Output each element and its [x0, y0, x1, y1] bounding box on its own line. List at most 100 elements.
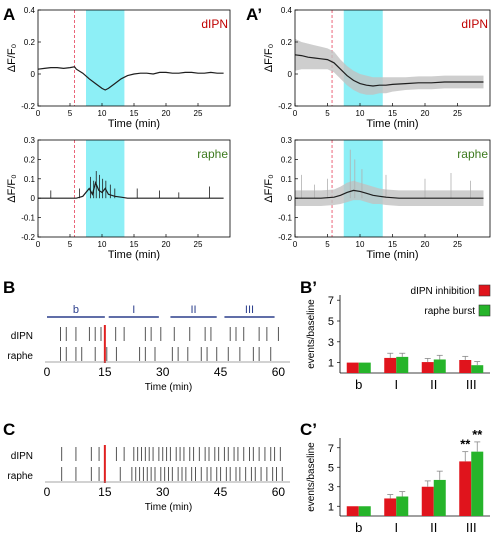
x-tick-label: 15 [388, 109, 397, 118]
raster-row-label: raphe [7, 351, 33, 362]
x-tick-label: 30 [156, 485, 170, 499]
category-label: II [430, 377, 437, 392]
raster-row-label: raphe [7, 471, 33, 482]
bar [384, 357, 397, 373]
y-axis-label: ΔF/F₀ [263, 174, 275, 202]
trace-plot-raphe-individual: 0 5 10 15 20 25 -0.2 -0.1 0 0.1 0.2 0.3 Time (min) ΔF… [263, 136, 491, 261]
x-tick-label: 20 [421, 109, 430, 118]
x-axis-label: Time (min) [145, 502, 192, 513]
category-label: III [466, 377, 477, 392]
bar [459, 360, 472, 373]
legend-label-dlpn: dIPN inhibition [411, 286, 475, 297]
category-label: b [355, 377, 362, 392]
x-tick-label: 20 [162, 240, 171, 249]
x-axis-label: Time (min) [366, 118, 418, 130]
y-axis-label: ΔF/F₀ [6, 44, 18, 72]
category-label: I [394, 520, 398, 535]
y-tick-label: 0.4 [281, 6, 293, 15]
x-tick-label: 15 [98, 365, 112, 379]
y-tick-label: 3 [328, 482, 334, 494]
x-axis-label: Time (min) [108, 118, 160, 130]
bar [421, 486, 434, 516]
trace-line [295, 189, 484, 199]
x-axis-label: Time (min) [366, 249, 418, 261]
bar [358, 362, 371, 373]
period-label: II [191, 304, 197, 316]
raster-row-label: dIPN [11, 451, 33, 462]
panel-label-a-prime: A’ [246, 5, 262, 24]
x-tick-label: 15 [388, 240, 397, 249]
significance-marker: ** [472, 427, 483, 442]
y-tick-label: -0.2 [21, 233, 35, 242]
y-tick-label: -0.1 [21, 214, 35, 223]
bar [471, 451, 484, 516]
x-tick-label: 10 [356, 109, 365, 118]
x-axis-label: Time (min) [108, 249, 160, 261]
y-axis-label: ΔF/F₀ [263, 44, 275, 72]
period-label: III [245, 304, 254, 316]
x-axis-label: Time (min) [145, 382, 192, 393]
region-label-a-prime-top: dIPN [461, 17, 488, 31]
x-tick-label: 60 [272, 485, 286, 499]
category-label: III [466, 520, 477, 535]
category-label: b [355, 520, 362, 535]
y-tick-label: -0.2 [278, 233, 292, 242]
x-tick-label: 15 [98, 485, 112, 499]
panel-label-b-prime: B’ [300, 278, 317, 297]
x-tick-label: 5 [325, 240, 330, 249]
y-tick-label: 0.3 [24, 136, 36, 145]
x-tick-label: 25 [453, 109, 462, 118]
x-tick-label: 0 [36, 109, 41, 118]
y-tick-label: 7 [328, 295, 334, 307]
y-axis-label: ΔF/F₀ [6, 174, 18, 202]
legend-swatch-dlpn [478, 284, 491, 297]
y-tick-label: 0.2 [24, 38, 36, 47]
x-tick-label: 0 [293, 109, 298, 118]
bar [421, 362, 434, 373]
y-tick-label: -0.2 [278, 102, 292, 111]
y-tick-label: -0.2 [21, 102, 35, 111]
x-tick-label: 5 [68, 109, 73, 118]
bar [384, 498, 397, 516]
x-tick-label: 25 [194, 109, 203, 118]
panel-label-c-prime: C’ [300, 420, 317, 439]
bar [433, 479, 446, 516]
y-tick-label: 5 [328, 462, 334, 474]
y-tick-label: 5 [328, 316, 334, 328]
y-tick-label: 0.2 [281, 155, 293, 164]
region-label-a-bottom: raphe [197, 147, 228, 161]
x-tick-label: 0 [36, 240, 41, 249]
event-raster-c: dIPN raphe 0 15 30 45 60 Time (min) [7, 445, 290, 513]
x-tick-label: 10 [98, 240, 107, 249]
bar [471, 365, 484, 373]
trace-line [294, 54, 484, 87]
y-tick-label: 0.4 [24, 6, 36, 15]
y-tick-label: 1 [328, 358, 334, 370]
period-label: I [132, 304, 135, 316]
trace-line [37, 66, 224, 91]
bar [358, 506, 371, 516]
category-label: I [394, 377, 398, 392]
x-tick-label: 45 [214, 365, 228, 379]
legend-swatch-raphe [478, 304, 491, 317]
x-tick-label: 25 [194, 240, 203, 249]
y-tick-label: 0 [31, 194, 36, 203]
x-tick-label: 5 [68, 240, 73, 249]
legend-label-raphe: raphe burst [424, 306, 475, 317]
x-tick-label: 10 [356, 240, 365, 249]
region-label-a-top: dIPN [201, 17, 228, 31]
x-tick-label: 0 [44, 365, 51, 379]
y-tick-label: 0.1 [281, 175, 293, 184]
x-tick-label: 10 [98, 109, 107, 118]
panel-label-a: A [3, 5, 15, 24]
trace-line [38, 180, 224, 199]
y-tick-label: 0.2 [24, 155, 36, 164]
y-tick-label: -0.1 [278, 214, 292, 223]
x-tick-label: 20 [162, 109, 171, 118]
significance-marker: ** [460, 437, 471, 452]
